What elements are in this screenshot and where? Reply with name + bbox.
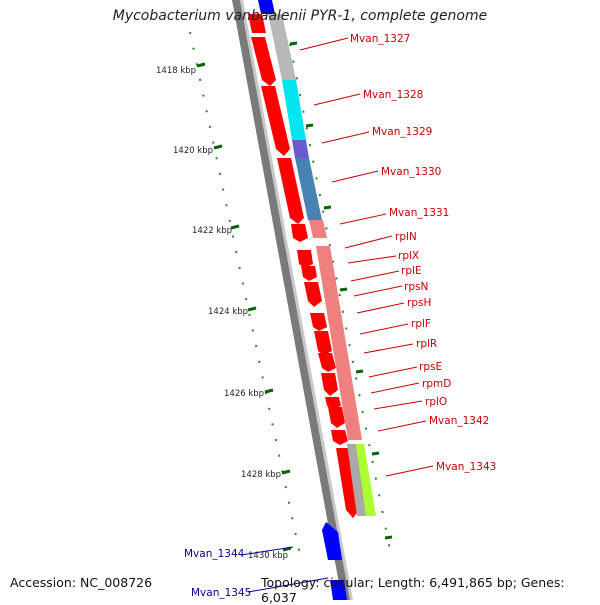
inner-ticks [289,41,393,540]
feature-track [268,14,376,516]
gene-label[interactable]: rpsH [407,297,431,309]
reverse-gene-top [258,0,275,14]
gene-label[interactable]: Mvan_1328 [363,89,423,101]
leader-lines-blue [240,546,329,593]
tick-label: 1428 kbp [241,470,281,480]
gene-label[interactable]: rplO [425,396,447,408]
reverse-genes-bottom [322,522,347,600]
gene-label[interactable]: rplR [416,338,437,350]
gene-label[interactable]: Mvan_1342 [429,415,489,427]
tick-label: 1424 kbp [208,307,248,317]
gene-label[interactable]: Mvan_1343 [436,461,496,473]
major-ticks [196,62,292,552]
map-title: Mycobacterium vanbaalenii PYR-1, complet… [112,8,488,24]
gene-label[interactable]: Mvan_1330 [381,166,441,178]
gene-label[interactable]: Mvan_1327 [350,33,410,45]
gene-label[interactable]: Mvan_1344 [184,548,245,560]
leader-lines [299,37,434,477]
gene-label[interactable]: rplX [398,250,419,262]
gene-label[interactable]: Mvan_1345 [191,587,251,599]
backbone [232,0,353,600]
gene-label[interactable]: Mvan_1331 [389,207,449,219]
gene-label[interactable]: rplF [411,318,431,330]
gene-label[interactable]: rplE [401,265,422,277]
gene-label[interactable]: rpsN [404,281,428,293]
gene-label[interactable]: rpmD [422,378,451,390]
topology-text: Topology: circular; Length: 6,491,865 bp… [261,575,565,605]
tick-label: 1426 kbp [224,389,264,399]
forward-genes [248,14,359,518]
tick-label: 1430 kbp [248,551,288,561]
guide-dots [289,43,393,561]
tick-label: 1420 kbp [173,146,213,156]
accession-text: Accession: NC_008726 [10,575,153,590]
tick-label: 1422 kbp [192,226,232,236]
tick-label: 1418 kbp [156,66,196,76]
gene-label[interactable]: rpsE [419,361,442,373]
gene-label[interactable]: rplN [395,231,417,243]
gene-label[interactable]: Mvan_1329 [372,126,432,138]
